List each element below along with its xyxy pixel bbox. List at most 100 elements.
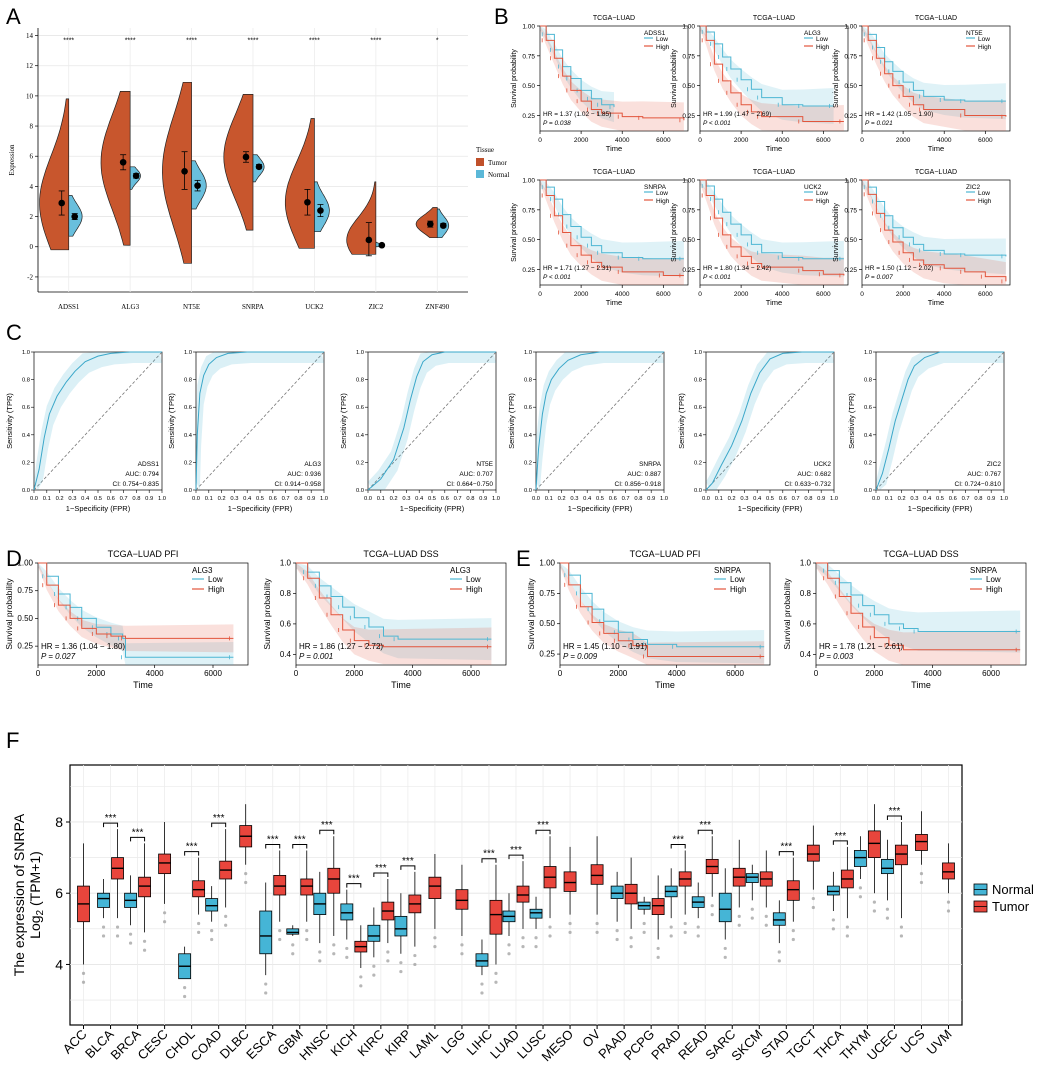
y-tick-label: 2 xyxy=(30,213,34,221)
y-tick-label: 0.25 xyxy=(522,267,535,274)
roc-plot-zic2: 0.00.0 0.1 0.2 0.2 0.3 0.4 0.4 0.5 0.6 0.6 0.7 0.8 0… xyxy=(847,350,1008,513)
normal-violin xyxy=(314,181,330,233)
tumor-outlier xyxy=(548,934,552,938)
y-tick-label: 6 xyxy=(55,885,63,901)
x-tick-label: 0.3 xyxy=(68,496,76,502)
tumor-outlier xyxy=(332,952,336,956)
x-tick-label: UCK2 xyxy=(305,303,324,311)
significance-bracket xyxy=(103,822,119,828)
plot-frame xyxy=(699,25,849,132)
normal-box xyxy=(394,915,408,937)
tumor-outlier xyxy=(946,900,951,904)
normal-outlier xyxy=(480,991,484,995)
tumor-outlier xyxy=(811,905,815,910)
plot-title: TCGA−LUAD PFI xyxy=(630,549,701,559)
x-tick-label: NT5E xyxy=(183,303,200,311)
tumor-outlier xyxy=(413,962,417,967)
normal-box xyxy=(367,924,381,942)
tumor-outlier xyxy=(433,936,437,940)
normal-outlier xyxy=(291,943,295,947)
normal-box xyxy=(529,908,543,919)
x-tick-label: 6000 xyxy=(978,137,993,144)
y-tick-label: 1.0 xyxy=(694,350,702,356)
tumor-outlier xyxy=(142,948,147,952)
legend-swatch xyxy=(476,170,484,178)
x-tick-label: 0.1 xyxy=(43,496,51,502)
high-survival-curve xyxy=(296,562,492,648)
normal-outlier xyxy=(372,973,376,977)
legend-label: Low xyxy=(656,190,668,197)
significance-stars: *** xyxy=(699,820,711,831)
x-tick-label: 2000 xyxy=(896,137,911,144)
y-tick-label: 0.8 xyxy=(280,589,292,598)
auc-value: AUC: 0.767 xyxy=(967,471,1001,478)
tumor-outlier xyxy=(683,921,687,926)
survival-plot-e-dss: TCGA−LUAD DSS 1.0 0.8 0.6 0.4 0 2000 4000 6000 Ti… xyxy=(782,549,1027,690)
x-tick-label: 6000 xyxy=(816,291,831,298)
x-tick-label: 0.3 xyxy=(230,496,238,502)
significance-bracket xyxy=(211,822,227,828)
p-value: P = 0.007 xyxy=(865,274,893,281)
y-axis-label-tail: (TPM+1) xyxy=(27,851,43,910)
legend-label: Low xyxy=(816,36,828,43)
tumor-outlier xyxy=(737,914,741,918)
legend-gene: SNRPA xyxy=(714,566,742,575)
y-tick-label: 0.0 xyxy=(22,488,30,494)
x-tick-label: 0.4 xyxy=(243,496,252,502)
roc-curve xyxy=(33,351,162,491)
survival-plot-d-pfi: TCGA−LUAD PFI 1.00 0.75 0.50 0.25 0 2000 4000 60… xyxy=(4,549,249,690)
y-axis-label: Survival probability xyxy=(262,578,272,650)
mean-point xyxy=(119,158,127,166)
tumor-box xyxy=(455,889,469,910)
high-confidence-band xyxy=(816,563,1021,665)
p-value: P = 0.038 xyxy=(543,120,571,127)
y-tick-label: 0.6 xyxy=(800,619,812,628)
mean-point xyxy=(378,241,386,249)
low-survival-curve xyxy=(38,562,234,658)
y-axis-label-subscript: 2 xyxy=(35,909,46,915)
low-confidence-band xyxy=(862,180,1006,275)
significance-bracket xyxy=(184,851,200,856)
x-tick-label: 2000 xyxy=(734,291,749,298)
roc-curve xyxy=(367,351,496,491)
tumor-outlier xyxy=(568,930,572,934)
y-tick-label: 0.50 xyxy=(539,619,555,628)
mean-point xyxy=(71,213,79,220)
y-axis-label-line1: The expression of SNRPA xyxy=(11,813,27,976)
legend-label: Low xyxy=(978,190,990,197)
legend-label: High xyxy=(986,585,1002,594)
tumor-outlier xyxy=(359,975,363,979)
low-confidence-band xyxy=(700,26,834,124)
y-axis-label: Expression xyxy=(8,144,16,176)
x-tick-label: 0.5 xyxy=(256,496,264,502)
y-tick-label: 0 xyxy=(30,243,34,251)
legend-label: Low xyxy=(466,575,481,584)
y-tick-label: 0.75 xyxy=(844,53,857,60)
tumor-violin xyxy=(415,207,438,239)
x-tick-label: 0.6 xyxy=(107,496,115,502)
x-tick-label: KICH xyxy=(327,1027,360,1060)
legend-label: High xyxy=(208,585,224,594)
tumor-box xyxy=(428,876,442,899)
diagonal-reference-line xyxy=(875,351,1005,491)
p-value: P < 0.001 xyxy=(703,274,731,281)
x-tick-label: 0.3 xyxy=(910,496,918,502)
normal-box xyxy=(826,885,840,896)
legend-label: High xyxy=(730,585,746,594)
significance-stars: *** xyxy=(835,831,847,842)
tumor-box xyxy=(895,844,908,866)
normal-outlier xyxy=(615,929,619,933)
tumor-box xyxy=(942,862,955,880)
x-tick-label: 0.4 xyxy=(415,496,424,502)
tumor-box xyxy=(192,880,206,898)
normal-outlier xyxy=(345,946,349,951)
normal-outlier xyxy=(723,955,727,959)
hazard-ratio: HR = 1.45 (1.10 − 1.91) xyxy=(563,642,647,651)
hazard-ratio: HR = 1.86 (1.27 − 2.72) xyxy=(299,642,383,651)
ci-value: CI: 0.754−0.835 xyxy=(113,481,160,488)
x-tick-label: 0.7 xyxy=(120,496,128,502)
x-tick-label: 4000 xyxy=(937,291,952,298)
high-confidence-band xyxy=(862,180,1006,285)
tumor-outlier xyxy=(899,934,904,938)
x-tick-label: 6000 xyxy=(656,291,671,298)
